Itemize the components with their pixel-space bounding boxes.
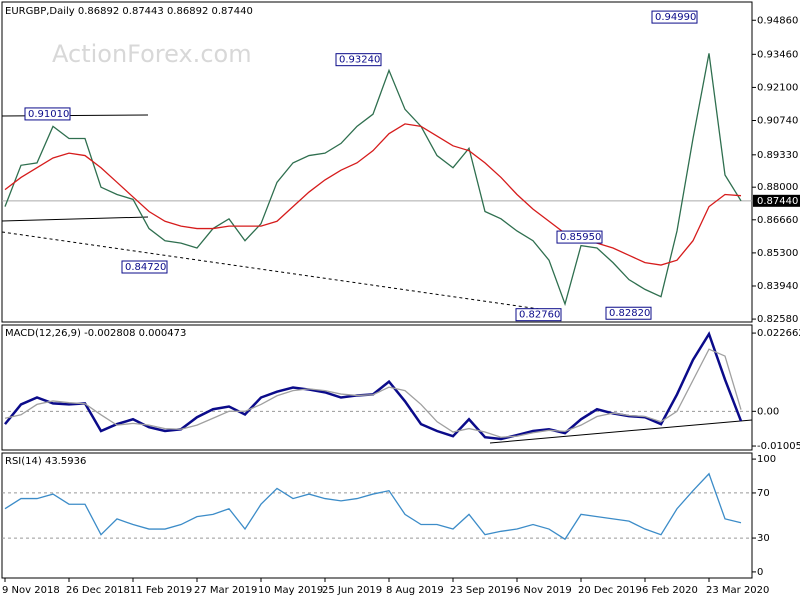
x-tick-label: 23 Sep 2019 <box>450 585 513 596</box>
y-tick-label: 0.82580 <box>757 314 798 325</box>
x-tick-label: 10 May 2019 <box>258 585 323 596</box>
price-annotation-box <box>24 107 71 121</box>
y-tick-label: 0 <box>757 567 763 578</box>
price-annotation: 0.84720 <box>125 262 166 273</box>
price-annotation-box <box>121 260 168 274</box>
support-line <box>1 216 149 222</box>
x-tick-label: 8 Aug 2019 <box>386 585 444 596</box>
rsi-frame <box>1 452 753 579</box>
series-line <box>4 53 742 307</box>
x-tick-label: 26 Dec 2018 <box>66 585 130 596</box>
y-tick-label: 0.90740 <box>757 116 798 127</box>
x-tick-label: 11 Feb 2019 <box>130 585 192 596</box>
y-tick-label: 0.93460 <box>757 49 798 60</box>
y-tick-label: 0.83940 <box>757 281 798 292</box>
y-tick-label: 0.92100 <box>757 82 798 93</box>
price-annotation: 0.94990 <box>655 12 696 23</box>
trend-line <box>1 231 561 313</box>
price-annotation-box <box>556 230 603 244</box>
x-tick-label: 6 Feb 2020 <box>642 585 698 596</box>
price-annotation: 0.85950 <box>560 232 601 243</box>
x-tick-label: 9 Nov 2018 <box>2 585 60 596</box>
macd-title: MACD(12,26,9) -0.002808 0.000473 <box>5 328 186 339</box>
x-tick-label: 27 Mar 2019 <box>194 585 257 596</box>
price-annotation-box <box>651 10 698 24</box>
price-frame <box>1 1 753 323</box>
y-tick-label: 0.89330 <box>757 150 798 161</box>
watermark: ActionForex.com <box>52 40 252 68</box>
y-tick-label: 100 <box>757 454 776 465</box>
price-annotation-box <box>605 306 652 320</box>
current-price-label: 0.87440 <box>757 196 798 207</box>
price-annotation: 0.82760 <box>519 310 560 321</box>
price-annotation: 0.91010 <box>28 109 69 120</box>
y-tick-label: -0.010052 <box>757 441 800 452</box>
current-price-box <box>753 194 800 207</box>
price-annotation: 0.82820 <box>609 308 650 319</box>
y-tick-label: 0.00 <box>757 406 779 417</box>
x-tick-label: 23 Mar 2020 <box>706 585 769 596</box>
price-annotation-box <box>335 53 382 67</box>
rsi-title: RSI(14) 43.5936 <box>5 456 86 467</box>
macd-frame <box>1 324 753 451</box>
y-tick-label: 0.94860 <box>757 15 798 26</box>
series-line <box>4 348 742 438</box>
x-tick-label: 25 Jun 2019 <box>322 585 382 596</box>
price-annotation: 0.93240 <box>339 55 380 66</box>
x-tick-label: 20 Dec 2019 <box>578 585 642 596</box>
series-line <box>4 123 742 266</box>
y-tick-label: 70 <box>757 488 770 499</box>
y-tick-label: 0.86660 <box>757 215 798 226</box>
y-tick-label: 30 <box>757 533 770 544</box>
x-tick-label: 6 Nov 2019 <box>514 585 572 596</box>
y-tick-label: 0.88000 <box>757 182 798 193</box>
price-annotation-box <box>515 308 562 322</box>
y-tick-label: 0.85300 <box>757 248 798 259</box>
price-header: EURGBP,Daily 0.86892 0.87443 0.86892 0.8… <box>5 6 253 17</box>
y-tick-label: 0.022662 <box>757 328 800 339</box>
macd-trend-line <box>489 419 753 444</box>
series-line <box>4 472 742 541</box>
